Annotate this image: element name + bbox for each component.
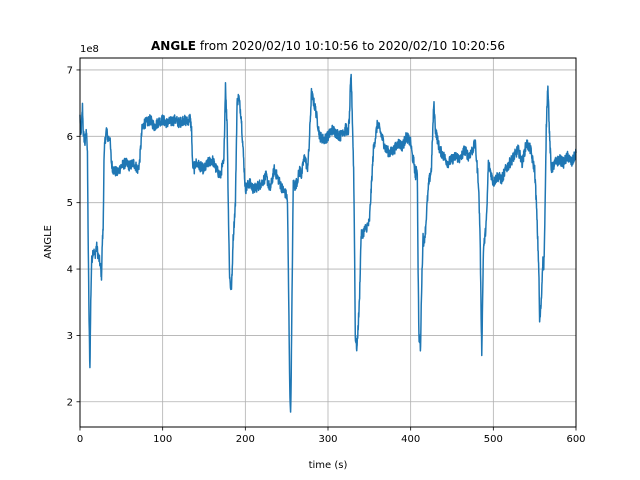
chart-title-bold: ANGLE <box>151 39 196 53</box>
y-axis-label: ANGLE <box>43 225 54 259</box>
x-tick-label: 600 <box>566 434 585 445</box>
x-tick-label: 0 <box>77 434 83 445</box>
x-axis-ticks: 0 100 200 300 400 500 600 <box>77 427 586 445</box>
y-tick-label: 5 <box>67 198 73 209</box>
chart-title: ANGLE from 2020/02/10 10:10:56 to 2020/0… <box>151 39 505 53</box>
x-tick-label: 400 <box>401 434 420 445</box>
series-line <box>79 73 577 413</box>
y-axis-ticks: 2 3 4 5 6 7 <box>67 65 80 408</box>
y-tick-label: 7 <box>67 65 73 76</box>
x-axis-label: time (s) <box>309 460 348 471</box>
x-tick-label: 300 <box>318 434 337 445</box>
y-tick-label: 3 <box>67 331 73 342</box>
x-tick-label: 500 <box>484 434 503 445</box>
chart-title-rest: from 2020/02/10 10:10:56 to 2020/02/10 1… <box>196 39 505 53</box>
y-offset-label: 1e8 <box>80 44 99 55</box>
series-line-group <box>79 73 577 413</box>
x-tick-label: 100 <box>153 434 172 445</box>
y-tick-label: 6 <box>67 132 73 143</box>
y-tick-label: 4 <box>67 265 73 276</box>
y-tick-label: 2 <box>67 397 73 408</box>
x-tick-label: 200 <box>236 434 255 445</box>
grid <box>79 58 577 427</box>
